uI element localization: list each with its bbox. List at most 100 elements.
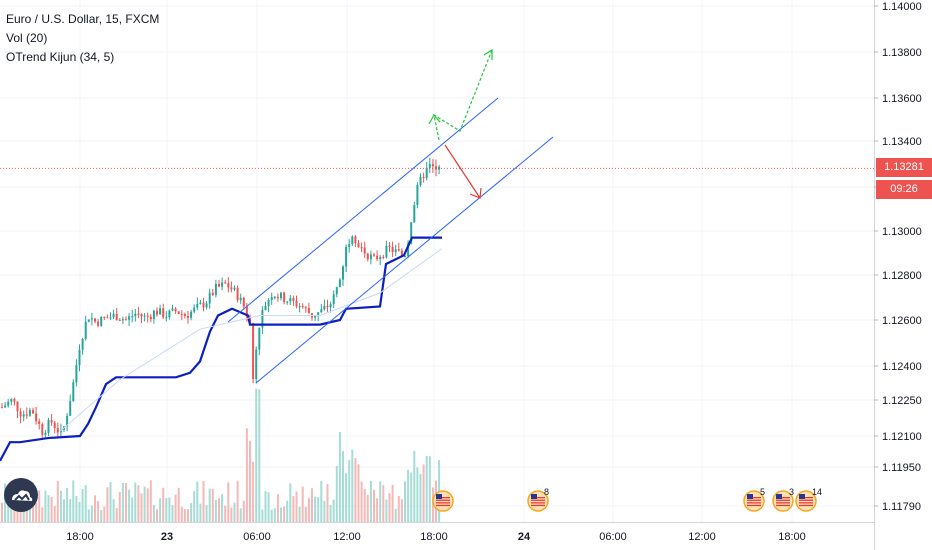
price-tick-label: 1.11950: [882, 462, 921, 474]
candle: [363, 241, 366, 258]
volume-bar: [233, 502, 236, 522]
candle: [205, 301, 208, 310]
candle: [307, 302, 310, 314]
tradingview-logo-icon[interactable]: [4, 478, 38, 512]
candle: [373, 252, 375, 257]
volume-bar: [267, 492, 270, 522]
kijun-line: [0, 236, 442, 462]
volume-bar: [112, 499, 115, 522]
price-tick-label: 1.12400: [882, 361, 922, 373]
candle: [270, 292, 273, 305]
candle: [394, 244, 397, 256]
event-count-label: 5: [760, 487, 765, 497]
volume-bar: [391, 484, 394, 522]
candle: [134, 309, 137, 322]
candle: [112, 309, 115, 320]
volume-bar: [431, 487, 434, 522]
volume-bar: [156, 509, 158, 522]
volume-bar: [1, 502, 3, 522]
bearish-arrow-head: [469, 187, 482, 199]
us-flag-event-icon: 8: [527, 487, 549, 512]
candle: [239, 293, 242, 304]
volume-bar: [301, 486, 304, 522]
candle: [103, 316, 106, 320]
volume-bar: [168, 497, 171, 522]
volume-bar: [369, 480, 372, 522]
volume-bar: [137, 485, 140, 522]
kijun-indicator-label[interactable]: OTrend Kijun (34, 5): [6, 50, 115, 64]
moving-average-line: [59, 248, 443, 432]
candle: [72, 379, 75, 402]
candle: [159, 304, 162, 315]
volume-bar: [242, 500, 245, 522]
candle: [211, 288, 214, 296]
candle: [385, 240, 388, 259]
volume-bar: [311, 488, 313, 522]
candle: [38, 418, 41, 430]
candle: [416, 182, 419, 209]
volume-bar: [407, 469, 410, 522]
kijun-indicator: [0, 236, 443, 462]
candle: [137, 307, 140, 319]
candle: [351, 235, 354, 246]
volume-bar: [121, 482, 124, 522]
candle: [323, 299, 326, 311]
candle: [180, 310, 183, 321]
volume-bar: [63, 499, 65, 522]
volume-bar: [211, 488, 214, 522]
candle: [379, 254, 382, 266]
volume-bar: [338, 431, 341, 522]
volume-bar: [245, 428, 248, 522]
candle: [264, 301, 267, 311]
event-count-label: 14: [812, 487, 822, 497]
volume-bar: [66, 487, 69, 522]
candle: [81, 337, 84, 355]
candle: [345, 244, 348, 273]
volume-bar: [230, 507, 233, 522]
candle: [357, 240, 360, 248]
candle: [332, 290, 335, 309]
volume-bar: [379, 481, 382, 522]
candle: [286, 300, 289, 305]
candle: [342, 264, 344, 286]
candle: [314, 315, 317, 322]
candle: [19, 408, 22, 424]
bullish-arrow-head-small: [428, 113, 441, 125]
volume-bar: [131, 497, 134, 522]
volume-bar: [149, 480, 152, 522]
candle: [125, 316, 127, 321]
volume-bar: [224, 505, 227, 522]
candle: [35, 406, 38, 425]
volume-bar: [44, 490, 47, 522]
price-tick-label: 1.13000: [882, 226, 922, 238]
volume-bar: [162, 487, 165, 522]
candle: [425, 161, 428, 181]
event-badges[interactable]: 8 5 3 14: [432, 487, 822, 512]
candle: [255, 346, 258, 384]
volume-bar: [425, 455, 428, 522]
price-tick-label: 1.12600: [882, 315, 922, 327]
candle: [360, 242, 363, 253]
chart-legend: Euro / U.S. Dollar, 15, FXCM Vol (20) OT…: [6, 10, 159, 67]
candle: [84, 315, 87, 341]
volume-bar: [56, 480, 59, 522]
candle: [121, 316, 124, 325]
candle: [190, 309, 193, 321]
candle: [109, 312, 112, 320]
volume-bar: [174, 494, 177, 522]
candle: [140, 313, 143, 323]
volume-indicator-label[interactable]: Vol (20): [6, 31, 48, 45]
volume-bar: [75, 495, 78, 522]
symbol-title[interactable]: Euro / U.S. Dollar, 15, FXCM: [6, 12, 160, 26]
volume-bar: [59, 490, 62, 522]
volume-bar: [125, 483, 127, 522]
time-tick-label: 24: [518, 531, 531, 543]
time-tick-label: 06:00: [243, 531, 271, 543]
volume-bar: [208, 488, 211, 522]
volume-bar: [19, 504, 22, 522]
candle: [366, 252, 369, 262]
price-tick-label: 1.12800: [882, 270, 922, 282]
volume-bar: [428, 456, 431, 522]
volume-bar: [276, 494, 279, 522]
